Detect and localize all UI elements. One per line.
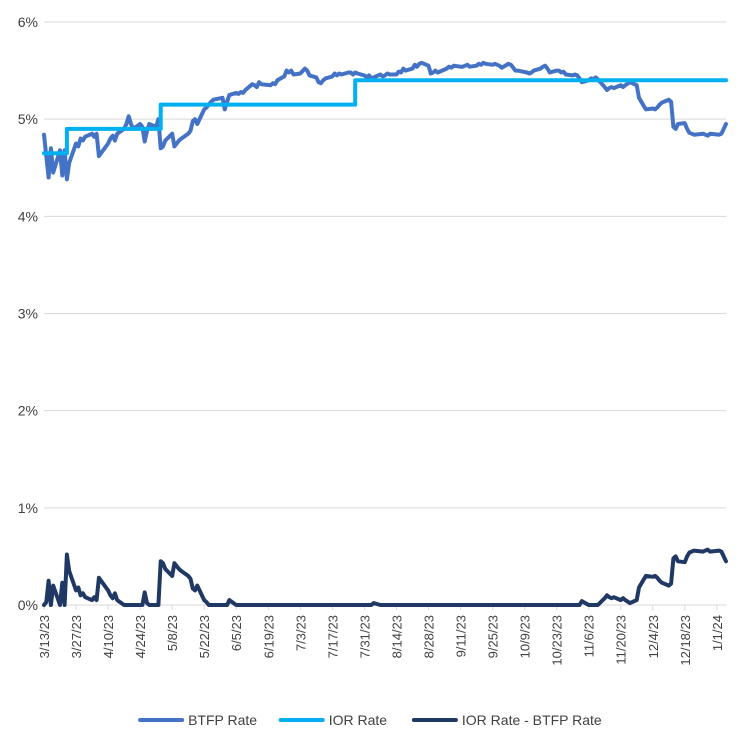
x-tick-label: 6/5/23 bbox=[229, 615, 244, 651]
legend-label: BTFP Rate bbox=[188, 712, 257, 728]
legend-label: IOR Rate - BTFP Rate bbox=[462, 712, 602, 728]
y-tick-label: 1% bbox=[18, 500, 38, 516]
legend: BTFP Rate IOR Rate IOR Rate - BTFP Rate bbox=[138, 712, 602, 728]
x-tick-label: 1/1/24 bbox=[710, 615, 725, 651]
x-tick-label: 12/18/23 bbox=[678, 615, 693, 666]
x-tick-label: 3/27/23 bbox=[69, 615, 84, 658]
x-tick-label: 9/11/23 bbox=[454, 615, 469, 657]
x-tick-label: 7/17/23 bbox=[325, 615, 340, 658]
x-axis-tick-labels: 3/13/23 3/27/23 4/10/23 4/24/23 5/8/23 5/22/2… bbox=[37, 604, 726, 666]
series-line-ior-rate bbox=[42, 78, 728, 156]
x-tick-label: 9/25/23 bbox=[486, 615, 501, 658]
x-tick-label: 7/3/23 bbox=[293, 615, 308, 651]
series-lines bbox=[42, 60, 728, 607]
y-tick-label: 5% bbox=[18, 111, 38, 127]
y-tick-label: 3% bbox=[18, 306, 38, 322]
y-axis-tick-labels: 0% 1% 2% 3% 4% 5% 6% bbox=[18, 14, 38, 613]
x-tick-label: 8/14/23 bbox=[389, 615, 404, 658]
y-tick-label: 2% bbox=[18, 403, 38, 419]
x-tick-label: 11/20/23 bbox=[614, 615, 629, 665]
x-tick-label: 3/13/23 bbox=[37, 615, 52, 658]
gridlines bbox=[44, 21, 726, 606]
x-tick-label: 12/4/23 bbox=[646, 615, 661, 658]
x-tick-label: 7/31/23 bbox=[357, 615, 372, 658]
x-tick-label: 5/22/23 bbox=[197, 615, 212, 658]
x-tick-label: 4/24/23 bbox=[133, 615, 148, 658]
x-tick-label: 8/28/23 bbox=[421, 615, 436, 658]
x-tick-label: 5/8/23 bbox=[165, 615, 180, 651]
legend-label: IOR Rate bbox=[329, 712, 388, 728]
y-tick-label: 6% bbox=[18, 14, 38, 30]
x-tick-label: 11/6/23 bbox=[582, 615, 597, 657]
x-tick-label: 6/19/23 bbox=[261, 615, 276, 658]
x-tick-label: 10/9/23 bbox=[518, 615, 533, 658]
series-line-btfp-rate bbox=[42, 60, 728, 182]
series-line-ior-rate-btfp-rate bbox=[42, 547, 728, 607]
y-tick-label: 0% bbox=[18, 597, 38, 613]
x-tick-label: 4/10/23 bbox=[101, 615, 116, 658]
y-tick-label: 4% bbox=[18, 208, 38, 224]
x-tick-label: 10/23/23 bbox=[550, 615, 565, 666]
